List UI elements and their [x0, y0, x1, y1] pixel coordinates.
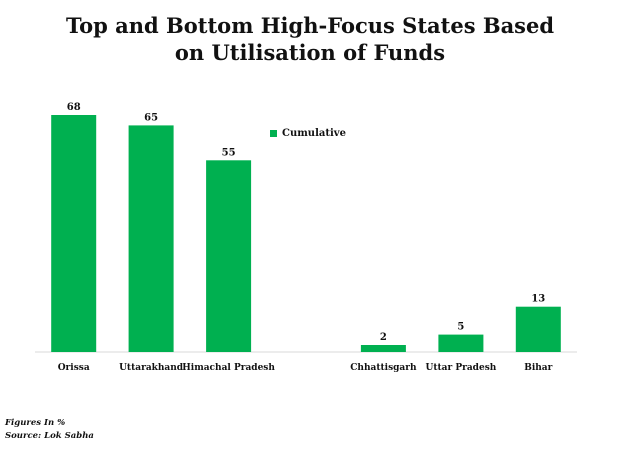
category-label-bihar: Bihar	[524, 363, 552, 373]
chart-footer: Figures In % Source: Lok Sabha	[5, 417, 94, 443]
chart-title: Top and Bottom High-Focus States Based o…	[0, 12, 620, 66]
data-label-himachal-pradesh: 55	[222, 147, 236, 158]
bar-uttar-pradesh	[438, 334, 484, 352]
data-label-orissa: 68	[67, 102, 81, 113]
category-label-uttar-pradesh: Uttar Pradesh	[425, 363, 496, 373]
footer-source: Source: Lok Sabha	[5, 431, 94, 441]
legend-swatch	[270, 130, 277, 137]
footer-note: Figures In %	[5, 418, 66, 428]
bar-himachal-pradesh	[206, 160, 252, 352]
data-label-uttar-pradesh: 5	[457, 322, 464, 333]
chart-title-line-2: on Utilisation of Funds	[174, 40, 446, 65]
data-label-bihar: 13	[531, 294, 545, 305]
category-labels-group: Orissa Uttarakhand Himachal Pradesh Chhatti…	[58, 363, 553, 373]
data-label-uttarakhand: 65	[144, 112, 158, 123]
value-labels-group: 68 65 55 2 5 13	[67, 102, 546, 343]
category-label-himachal-pradesh: Himachal Pradesh	[182, 363, 275, 373]
bar-uttarakhand	[128, 125, 174, 353]
data-label-chhattisgarh: 2	[380, 332, 387, 343]
category-label-orissa: Orissa	[58, 363, 90, 373]
chart-title-line-1: Top and Bottom High-Focus States Based	[65, 13, 555, 38]
bar-bihar	[515, 306, 561, 352]
category-label-chhattisgarh: Chhattisgarh	[350, 363, 417, 373]
legend-label: Cumulative	[282, 128, 346, 139]
bar-orissa	[51, 115, 97, 352]
chart-legend: Cumulative	[270, 128, 346, 139]
bar-chhattisgarh	[360, 345, 406, 352]
category-label-uttarakhand: Uttarakhand	[119, 363, 184, 373]
bars-group	[51, 115, 561, 353]
